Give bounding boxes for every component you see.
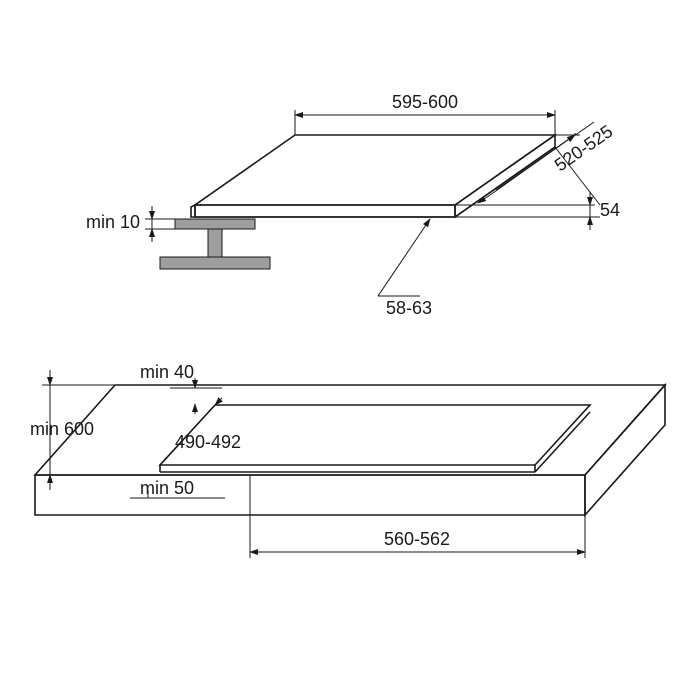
dim-label: 54	[600, 200, 620, 220]
mounting-bracket	[160, 219, 270, 269]
dim-label: 595-600	[392, 92, 458, 112]
dim-label: 58-63	[386, 298, 432, 318]
technical-drawing: 595-600 520-525 54	[0, 0, 700, 700]
dim-side-clear: min 50	[130, 478, 225, 498]
dim-label: min 50	[140, 478, 194, 498]
dim-cutout-width: 560-562	[250, 475, 585, 558]
dim-label: min 40	[140, 362, 194, 382]
dim-label: 560-562	[384, 529, 450, 549]
dim-counter-depth: min 600	[30, 370, 115, 490]
dim-below-top: 58-63	[378, 219, 432, 318]
dim-bracket-gap: min 10	[86, 206, 175, 242]
dim-front-clear: min 40	[140, 362, 222, 414]
dim-label: min 600	[30, 419, 94, 439]
dim-cutout-depth: 490-492	[160, 398, 241, 465]
dim-label: min 10	[86, 212, 140, 232]
dim-depth-top: 520-525	[455, 121, 616, 205]
dim-width-top: 595-600	[295, 92, 555, 135]
dim-label: 490-492	[175, 432, 241, 452]
